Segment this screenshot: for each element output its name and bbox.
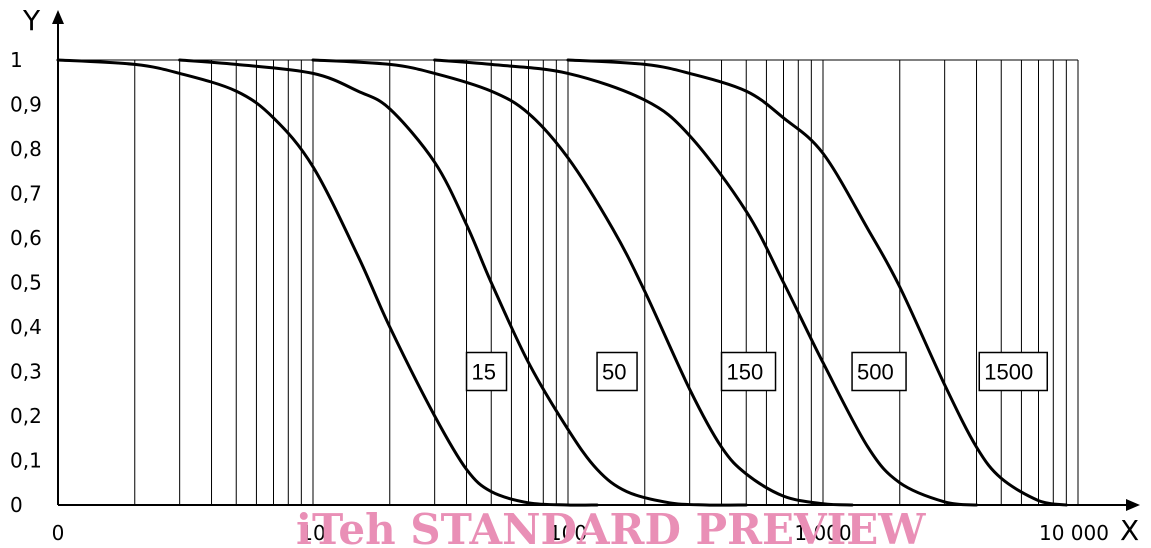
watermark: iTeh STANDARD PREVIEW (296, 505, 926, 548)
curve-label-box-150 (720, 351, 777, 392)
curve-label-box-1500 (978, 351, 1049, 392)
curve-labels: 15 50 150 500 1500 (465, 351, 1049, 392)
y-tick-label: 0,6 (10, 226, 42, 250)
ticks: 00,10,20,30,40,50,60,70,80,910 10 100 1 000… (10, 48, 1109, 545)
curve-label-150: 150 (727, 360, 764, 385)
y-tick-label: 0,1 (10, 449, 42, 473)
x-tick-label: 1 000 (794, 521, 851, 545)
y-tick-label: 0,9 (10, 93, 42, 117)
curve-50 (178, 58, 748, 507)
curve-label-1500: 1500 (984, 360, 1033, 385)
x-axis-arrow (1126, 499, 1140, 511)
grid (58, 59, 1079, 505)
curve-15 (56, 58, 599, 507)
y-tick-label: 0,3 (10, 360, 42, 384)
y-tick-label: 0,8 (10, 137, 42, 161)
x-tick-label: 10 000 (1039, 521, 1109, 545)
curve-label-box-50 (596, 351, 638, 392)
curve-150 (311, 58, 854, 507)
curve-label-box-500 (851, 351, 907, 392)
x-tick-label: 0 (52, 521, 65, 545)
curve-label-50: 50 (602, 360, 626, 385)
x-tick-label: 100 (549, 521, 587, 545)
curve-500 (433, 58, 978, 507)
x-tick-label: 10 (300, 521, 325, 545)
y-tick-label: 0,4 (10, 315, 42, 339)
curve-label-15: 15 (472, 360, 496, 385)
curve-label-box-15 (465, 351, 508, 392)
curve-1500 (566, 58, 1068, 507)
y-axis-label: Y (22, 4, 41, 37)
curve-label-500: 500 (857, 360, 894, 385)
y-tick-label: 0 (10, 493, 23, 517)
y-tick-label: 0,5 (10, 271, 42, 295)
y-axis-arrow (52, 10, 64, 24)
y-tick-label: 1 (10, 48, 23, 72)
x-axis-label: X (1120, 514, 1139, 547)
y-tick-label: 0,7 (10, 182, 42, 206)
y-tick-label: 0,2 (10, 404, 42, 428)
curves (56, 58, 1068, 507)
